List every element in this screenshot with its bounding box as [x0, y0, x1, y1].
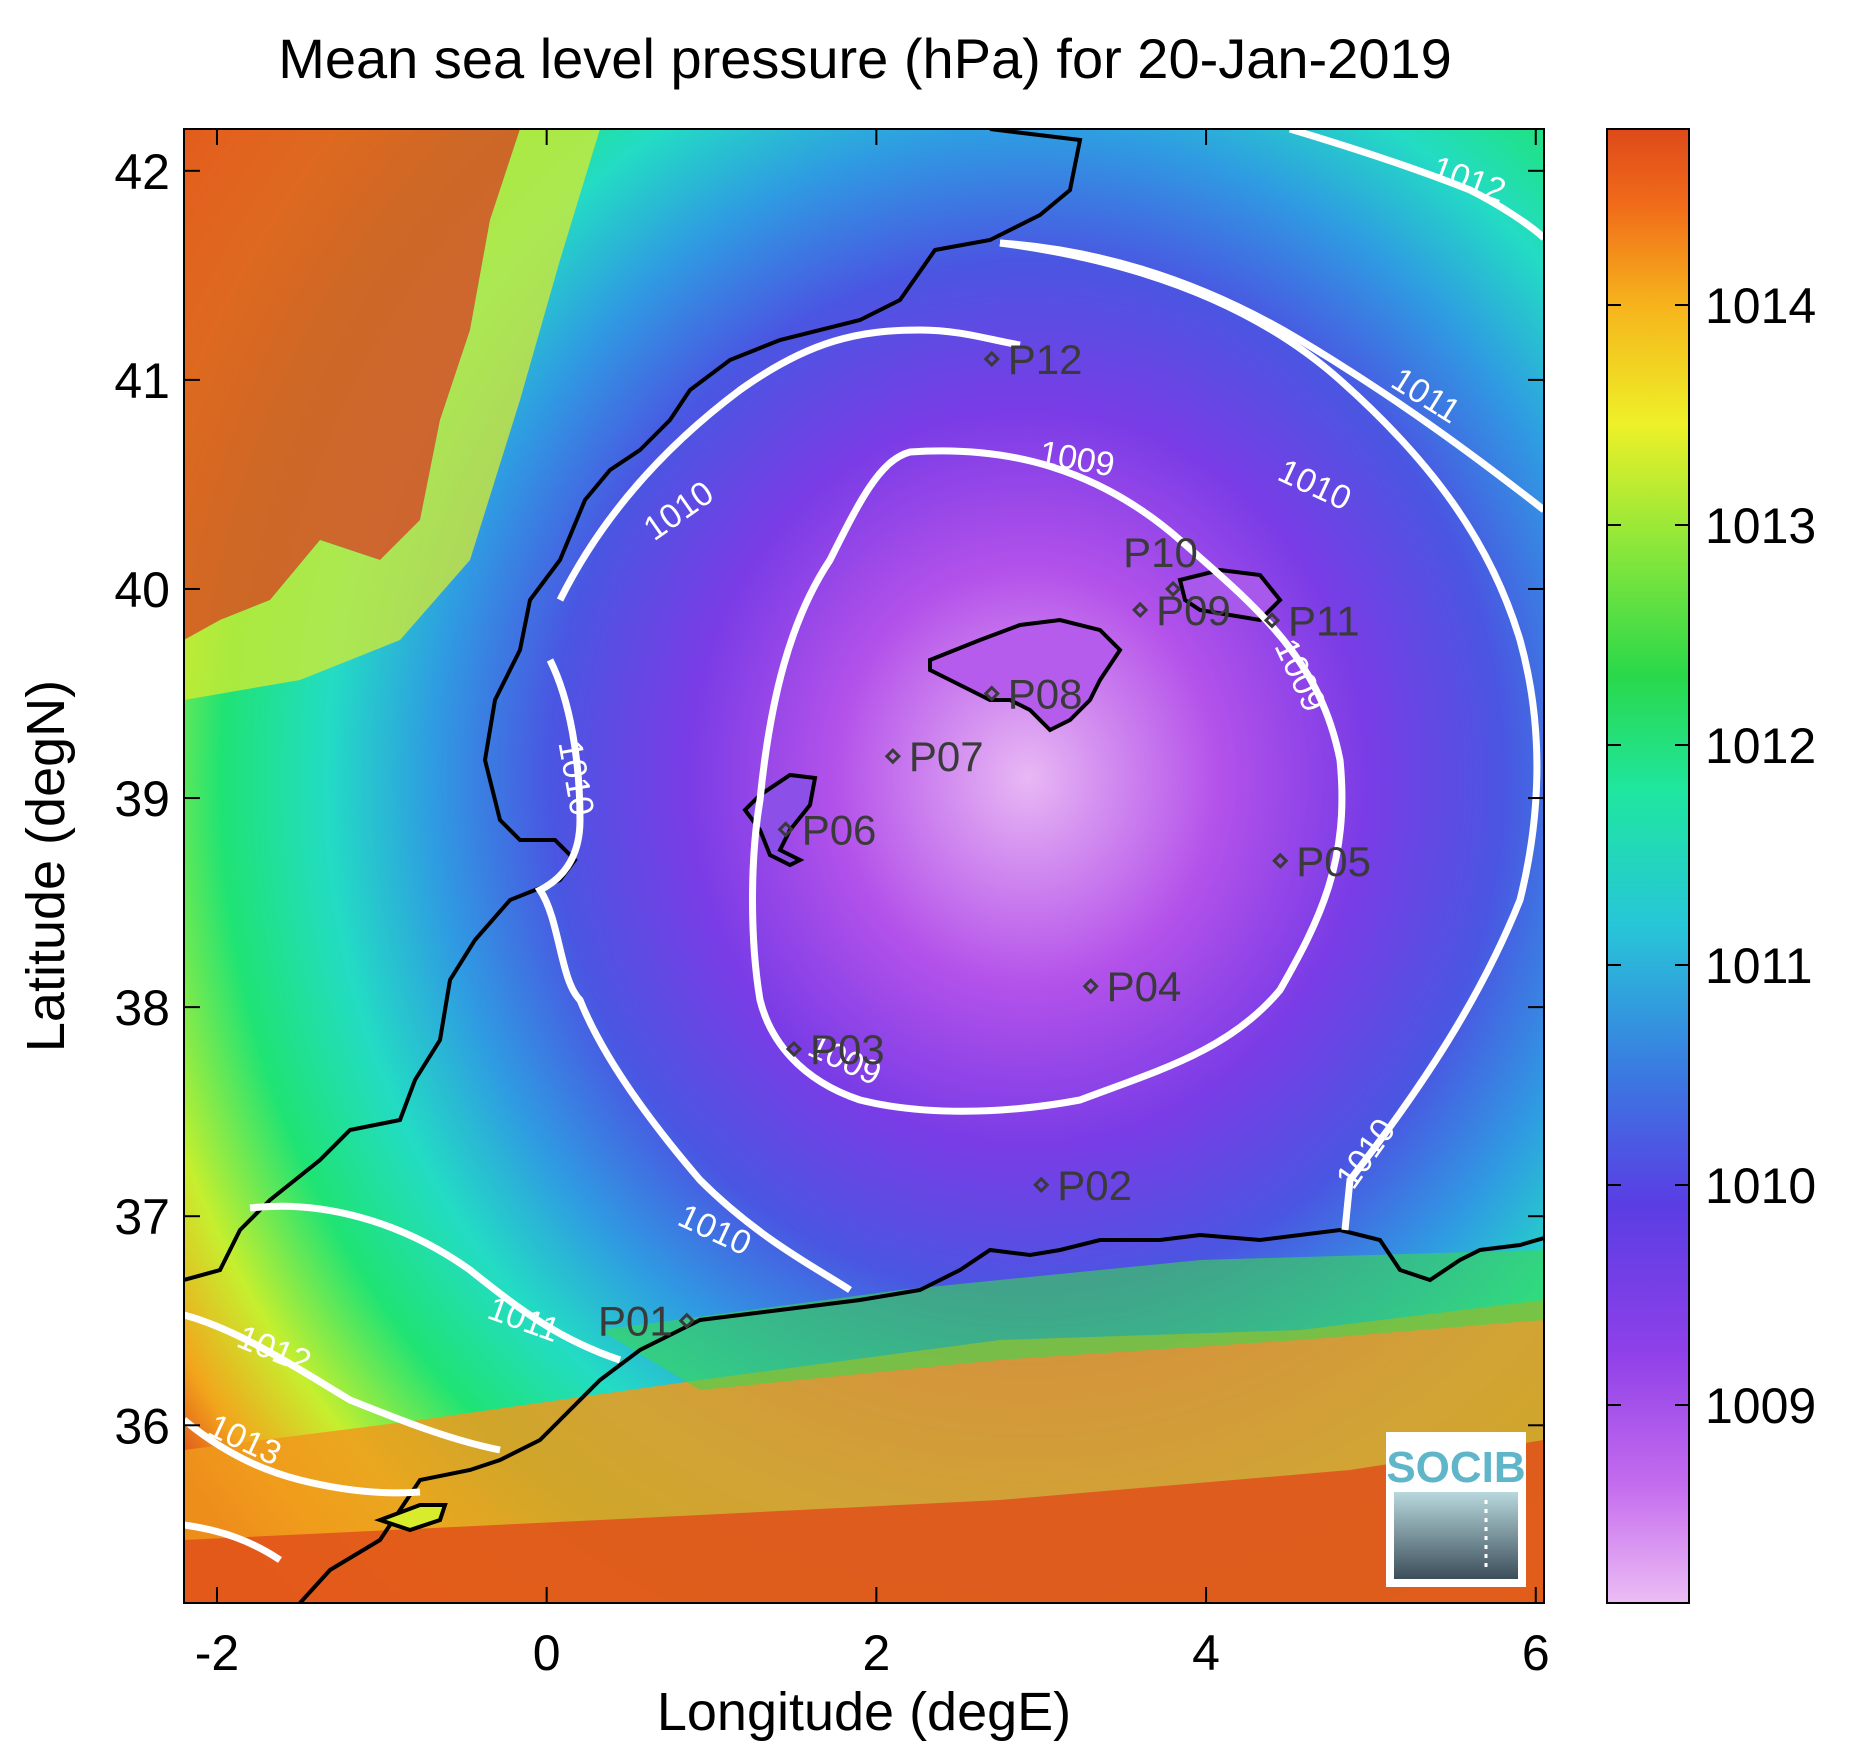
contour-1010-west [556, 326, 1021, 602]
station-marker [1131, 601, 1149, 619]
x-tick-label: -2 [195, 1625, 239, 1681]
plot-frame [183, 128, 1545, 1604]
africa-green-band [600, 1250, 1544, 1390]
station-label: P07 [909, 733, 984, 780]
x-axis-label: Longitude (degE) [657, 1682, 1071, 1742]
africa-coastline [298, 1227, 1544, 1603]
contour-1012-ne [1288, 129, 1544, 241]
colorbar-tick-label: 1011 [1705, 938, 1813, 994]
contour-1011 [249, 1202, 622, 1364]
colorbar-tick-label: 1010 [1705, 1158, 1816, 1214]
contour-1009 [749, 447, 1346, 1115]
y-tick-label: 38 [114, 980, 170, 1036]
x-tick-label: 2 [862, 1625, 890, 1681]
y-tick-label: 41 [114, 353, 170, 409]
colorbar-tick-label: 1014 [1705, 278, 1816, 334]
station-label: P02 [1057, 1162, 1132, 1209]
station-label: P10 [1123, 529, 1198, 576]
alboran-islet-outline [374, 1503, 448, 1533]
x-tick-label: 6 [1522, 1625, 1550, 1681]
x-tick-label: 0 [533, 1625, 561, 1681]
iberia-coastline [184, 129, 1083, 1282]
contour-1010-south [534, 658, 852, 1293]
station-marker [1164, 580, 1182, 598]
contour-1012 [184, 1311, 501, 1454]
y-tick-label: 40 [114, 562, 170, 618]
station-label: P11 [1288, 597, 1360, 644]
y-axis-label: Latitude (degN) [16, 680, 76, 1052]
station-marker [884, 748, 901, 765]
colorbar-tick-label: 1012 [1705, 718, 1816, 774]
station-points: P01 P02 P03 P04 P05 P06 P07 P08 P09 P10 P11 P12 [598, 336, 1371, 1345]
station-label: P12 [1008, 336, 1083, 383]
colorbar-tick-label: 1013 [1705, 498, 1816, 554]
station-marker [777, 821, 794, 838]
iberia-high-region [184, 129, 520, 640]
x-axis: -2 0 2 4 6 [195, 129, 1550, 1681]
station-label: P01 [598, 1298, 673, 1345]
colorbar: 1009 1010 1011 1012 1013 1014 [1606, 128, 1816, 1604]
colorbar-tick-label: 1009 [1705, 1378, 1816, 1434]
contour-1010-east [999, 239, 1541, 1231]
socib-logo-text: SOCIB [1386, 1443, 1525, 1492]
y-tick-label: 39 [114, 771, 170, 827]
station-label: P04 [1107, 963, 1182, 1010]
station-label: P09 [1156, 587, 1231, 634]
station-marker [1033, 1176, 1050, 1193]
station-label: P06 [802, 806, 877, 853]
station-label: P05 [1296, 838, 1371, 885]
station-marker [1082, 978, 1099, 995]
africa-red-strip [184, 1440, 1544, 1603]
station-marker [785, 1040, 803, 1058]
x-tick-label: 4 [1192, 1625, 1220, 1681]
contour-1013 [184, 1417, 421, 1497]
colorbar-gradient [1606, 128, 1690, 1604]
station-marker [678, 1312, 695, 1329]
chart-title: Mean sea level pressure (hPa) for 20-Jan… [278, 27, 1452, 90]
station-marker [983, 685, 1000, 702]
iberia-yellow-band [184, 129, 600, 700]
y-tick-label: 42 [114, 144, 170, 200]
contour-1013-south [184, 1521, 282, 1563]
mallorca-outline [928, 617, 1123, 733]
station-marker [1263, 612, 1281, 629]
station-marker [983, 350, 1000, 368]
station-label: P03 [810, 1026, 885, 1073]
station-label: P08 [1008, 671, 1083, 718]
y-tick-label: 36 [114, 1398, 170, 1454]
pressure-field: 1009100910091010101010101010101010111011… [184, 129, 1544, 1603]
socib-logo: SOCIB [1386, 1432, 1526, 1587]
socib-logo-panel [1394, 1492, 1518, 1579]
station-marker [1272, 852, 1289, 869]
colorbar-ticks: 1009 1010 1011 1012 1013 1014 [1607, 278, 1816, 1434]
y-axis: 36 37 38 39 40 41 42 [114, 144, 1544, 1454]
contour-1011-north [999, 239, 1544, 513]
y-tick-label: 37 [114, 1189, 170, 1245]
